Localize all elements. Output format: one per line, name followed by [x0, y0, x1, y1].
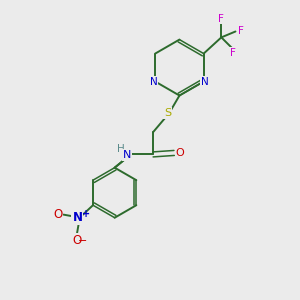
- Text: −: −: [78, 236, 87, 246]
- Text: N: N: [72, 211, 82, 224]
- Text: N: N: [150, 76, 158, 86]
- Text: F: F: [230, 48, 236, 58]
- Text: +: +: [82, 209, 90, 219]
- Text: O: O: [176, 148, 184, 158]
- Text: F: F: [218, 14, 224, 23]
- Text: N: N: [201, 76, 209, 86]
- Text: S: S: [164, 108, 171, 118]
- Text: O: O: [72, 234, 81, 247]
- Text: O: O: [53, 208, 62, 221]
- Text: N: N: [123, 150, 131, 160]
- Text: H: H: [117, 144, 124, 154]
- Text: F: F: [238, 26, 244, 37]
